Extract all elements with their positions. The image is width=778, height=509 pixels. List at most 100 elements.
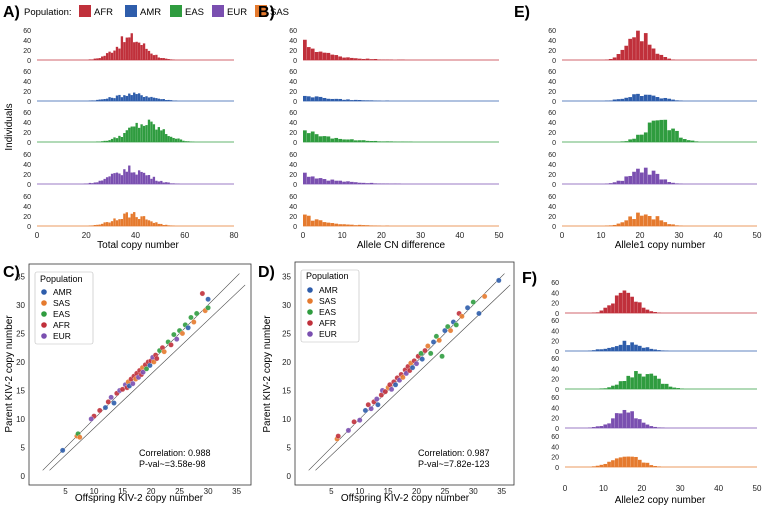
- hist-bar-afr: [663, 57, 668, 60]
- hist-bar-eur: [628, 175, 632, 184]
- ytick-label: 15: [16, 386, 25, 395]
- hist-bar-afr: [110, 52, 114, 60]
- hist-bar-eur: [147, 175, 151, 184]
- hist-bar-sas: [634, 456, 638, 467]
- hist-bar-amr: [326, 98, 331, 101]
- point-amr: [419, 356, 425, 362]
- point-sas: [425, 343, 431, 349]
- hist-bar-sas: [361, 225, 366, 226]
- hist-bar-eur: [667, 182, 671, 184]
- hist-bar-sas: [591, 466, 596, 467]
- legend-label-eur: EUR: [227, 7, 247, 18]
- xtick-label: 20: [637, 484, 646, 493]
- ytick-label: 60: [23, 194, 31, 201]
- scatter-panel-c: 5 10 15 20 25 30 35 0 5 10 15 20 25 30 35 AMRSASEASAFRE…: [16, 263, 252, 496]
- hist-bar-afr: [103, 55, 106, 60]
- hist-bar-afr: [98, 58, 101, 60]
- hist-bar-sas: [93, 225, 96, 226]
- hist-bar-eas: [342, 139, 346, 142]
- hist-bar-amr: [369, 100, 374, 101]
- hist-bar-afr: [150, 53, 153, 60]
- hist-bar-sas: [663, 222, 668, 226]
- point-eur: [345, 427, 352, 434]
- hist-bar-sas: [611, 460, 615, 467]
- hist-bar-eur: [322, 179, 327, 184]
- hist-bar-eur: [618, 413, 623, 428]
- ytick-label: 0: [555, 387, 559, 394]
- panel-label-f: F): [522, 270, 537, 287]
- hist-bar-eur: [128, 165, 131, 184]
- hist-bar-amr: [612, 99, 617, 101]
- hist-bar-eas: [659, 119, 664, 142]
- hist-bar-afr: [599, 310, 604, 313]
- hist-bar-amr: [135, 94, 138, 101]
- hist-bar-eas: [135, 122, 138, 142]
- scatter-legend-label-eas: EAS: [53, 309, 70, 319]
- hist-bar-amr: [346, 99, 350, 101]
- point-eas: [418, 350, 424, 357]
- hist-bar-eur: [303, 172, 307, 184]
- hist-bar-sas: [91, 225, 94, 226]
- ytick-label: 60: [551, 434, 559, 441]
- hist-bar-eas: [655, 120, 660, 142]
- hist-bar-afr: [115, 46, 119, 60]
- scatter-legend-marker-sas: [307, 298, 313, 304]
- xtick-label: 0: [560, 231, 565, 240]
- hist-bar-eas: [643, 132, 648, 142]
- hist-bar-sas: [357, 224, 362, 226]
- hist-bar-sas: [133, 212, 136, 226]
- xtick-label: 10: [599, 484, 608, 493]
- hist-bar-afr: [611, 303, 615, 313]
- hist-bar-afr: [667, 58, 671, 60]
- ytick-label: 40: [289, 79, 297, 86]
- ytick-label: 0: [293, 140, 297, 147]
- point-eas: [188, 314, 194, 321]
- hist-bar-eur: [647, 174, 652, 184]
- hist-bar-eas: [357, 140, 362, 142]
- hist-bar-eur: [140, 171, 143, 184]
- hist-bar-eas: [622, 381, 627, 389]
- hist-bar-eas: [630, 377, 634, 389]
- panel-label-a: A): [3, 4, 20, 21]
- hist-bar-eas: [105, 140, 109, 142]
- hist-bar-eas: [177, 138, 180, 142]
- hist-bar-eur: [361, 182, 366, 184]
- hist-bar-eur: [655, 173, 660, 184]
- hist-bar-amr: [140, 95, 143, 101]
- hist-bar-eur: [88, 182, 92, 184]
- hist-bar-afr: [630, 296, 634, 313]
- hist-bar-amr: [647, 94, 652, 101]
- hist-bar-eur: [167, 182, 170, 184]
- hist-bar-amr: [350, 100, 354, 101]
- ytick-label: 20: [548, 89, 556, 96]
- hist-bar-amr: [645, 347, 650, 351]
- hist-bar-eas: [377, 141, 382, 142]
- ytick-label: 20: [551, 301, 559, 308]
- hist-bar-afr: [306, 47, 311, 60]
- point-eur: [388, 386, 395, 393]
- hist-bar-eas: [314, 134, 319, 142]
- ytick-label: 5: [287, 443, 292, 452]
- hist-bar-sas: [322, 222, 327, 226]
- hist-bar-eur: [649, 426, 654, 428]
- xtick-label: 30: [469, 487, 478, 496]
- hist-bar-eas: [118, 135, 121, 142]
- legend-label-afr: AFR: [94, 7, 113, 18]
- xtick-label: 20: [636, 231, 645, 240]
- hist-bar-afr: [643, 33, 648, 60]
- hist-bar-afr: [128, 37, 131, 60]
- point-eas: [470, 299, 477, 305]
- hist-bar-sas: [636, 212, 640, 226]
- histogram-panel-total-copy-number: 0 20 40 60 0 20 40 60 0 20 40 60 0 20 40 60 0 20 40 60 0 20 40…: [23, 28, 239, 240]
- xtick-label: 40: [714, 231, 723, 240]
- hist-bar-eur: [137, 170, 141, 184]
- scatter-legend-marker-amr: [307, 287, 313, 293]
- hist-bar-afr: [137, 42, 141, 60]
- point-eas: [143, 366, 150, 372]
- scatter-legend-marker-eas: [307, 309, 313, 315]
- hist-bar-amr: [155, 98, 158, 101]
- hist-bar-eas: [318, 136, 323, 142]
- ytick-label: 40: [289, 162, 297, 169]
- legend-swatch-sas: [255, 5, 267, 17]
- hist-bar-sas: [603, 463, 608, 467]
